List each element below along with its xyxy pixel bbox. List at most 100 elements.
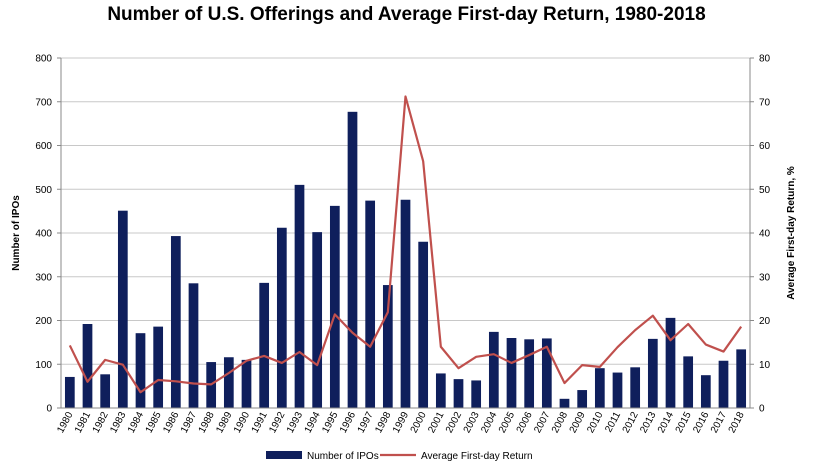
bar-2002 xyxy=(453,379,464,408)
right-tick-label: 50 xyxy=(759,185,771,196)
x-tick-label: 1992 xyxy=(267,410,287,435)
x-tick-label: 1999 xyxy=(391,410,411,435)
right-tick-label: 60 xyxy=(759,141,771,152)
x-tick-label: 2005 xyxy=(497,410,517,435)
right-axis-title: Average First-day Return, % xyxy=(786,166,797,300)
legend-line-label: Average First-day Return xyxy=(421,451,533,462)
bar-1986 xyxy=(170,236,181,408)
bar-2009 xyxy=(577,390,588,408)
left-tick-label: 600 xyxy=(35,141,52,152)
x-tick-label: 2009 xyxy=(568,410,588,435)
bar-2012 xyxy=(630,367,641,408)
bar-2006 xyxy=(524,339,535,408)
bar-2001 xyxy=(435,373,446,408)
bar-1980 xyxy=(64,376,75,408)
x-tick-label: 1995 xyxy=(320,410,340,435)
bar-1984 xyxy=(135,333,146,408)
x-tick-label: 2004 xyxy=(479,410,499,435)
bar-1982 xyxy=(100,374,111,408)
x-tick-label: 1985 xyxy=(144,410,164,435)
bar-1990 xyxy=(241,359,252,408)
bar-1999 xyxy=(400,199,411,408)
left-tick-label: 700 xyxy=(35,97,52,108)
x-tick-label: 2010 xyxy=(585,410,605,435)
right-tick-label: 0 xyxy=(759,404,765,415)
x-tick-label: 1989 xyxy=(214,410,234,435)
bar-2007 xyxy=(541,338,552,408)
x-tick-label: 2008 xyxy=(550,410,570,435)
bar-2010 xyxy=(594,368,605,408)
x-tick-label: 1983 xyxy=(108,410,128,435)
x-tick-label: 1990 xyxy=(232,410,252,435)
x-tick-label: 2018 xyxy=(727,410,747,435)
left-axis-title: Number of IPOs xyxy=(11,195,22,271)
left-tick-label: 300 xyxy=(35,272,52,283)
left-axis-ticks: 0 100 200 300 400 500 600 700 800 xyxy=(35,54,61,415)
left-tick-label: 0 xyxy=(46,404,52,415)
bar-1983 xyxy=(117,210,128,408)
right-tick-label: 10 xyxy=(759,360,771,371)
bar-1991 xyxy=(259,282,270,408)
bar-1994 xyxy=(312,232,323,408)
legend: Number of IPOs Average First-day Return xyxy=(266,451,533,462)
x-tick-label: 1997 xyxy=(356,410,376,435)
bar-2005 xyxy=(506,338,517,408)
bar-1985 xyxy=(153,326,164,408)
x-tick-label: 1988 xyxy=(197,410,217,435)
bar-1997 xyxy=(365,200,376,408)
bar-2016 xyxy=(700,375,711,408)
x-tick-label: 1998 xyxy=(373,410,393,435)
right-tick-label: 30 xyxy=(759,272,771,283)
x-tick-label: 2006 xyxy=(515,410,535,435)
x-tick-label: 1982 xyxy=(91,410,111,435)
legend-bar-label: Number of IPOs xyxy=(307,451,379,462)
bar-1998 xyxy=(382,285,393,408)
x-tick-label: 1984 xyxy=(126,410,146,435)
bar-1993 xyxy=(294,184,305,408)
bar-1981 xyxy=(82,324,93,408)
left-tick-label: 500 xyxy=(35,185,52,196)
bar-2003 xyxy=(471,380,482,408)
x-tick-label: 2002 xyxy=(444,410,464,435)
right-tick-label: 80 xyxy=(759,54,771,65)
x-tick-label: 2016 xyxy=(691,410,711,435)
bar-2014 xyxy=(665,317,676,408)
bar-2004 xyxy=(488,331,499,408)
bar-1995 xyxy=(329,205,340,408)
left-tick-label: 400 xyxy=(35,229,52,240)
bar-2008 xyxy=(559,398,570,408)
x-tick-label: 2013 xyxy=(638,410,658,435)
left-tick-label: 100 xyxy=(35,360,52,371)
x-tick-label: 1996 xyxy=(338,410,358,435)
x-tick-label: 1991 xyxy=(250,410,270,435)
x-tick-label: 1987 xyxy=(179,410,199,435)
bar-1996 xyxy=(347,111,358,408)
right-tick-label: 70 xyxy=(759,97,771,108)
x-tick-label: 1994 xyxy=(303,410,323,435)
x-tick-label: 1993 xyxy=(285,410,305,435)
bar-2015 xyxy=(683,356,694,408)
x-axis-ticks: 1980198119821983198419851986198719881989… xyxy=(55,410,747,435)
right-tick-label: 40 xyxy=(759,229,771,240)
bar-2017 xyxy=(718,360,729,408)
x-tick-label: 2014 xyxy=(656,410,676,435)
line-series xyxy=(68,95,743,394)
chart-title: Number of U.S. Offerings and Average Fir… xyxy=(107,4,706,25)
bar-2011 xyxy=(612,372,623,408)
x-tick-label: 2000 xyxy=(409,410,429,435)
x-tick-label: 1981 xyxy=(73,410,93,435)
bar-1992 xyxy=(276,227,287,408)
bar-1989 xyxy=(223,357,234,408)
x-tick-label: 2017 xyxy=(709,410,729,435)
bar-2013 xyxy=(647,338,658,408)
x-tick-label: 1980 xyxy=(55,410,75,435)
left-tick-label: 200 xyxy=(35,316,52,327)
bar-1987 xyxy=(188,283,199,408)
legend-bar-swatch xyxy=(266,451,302,459)
x-tick-label: 2007 xyxy=(532,410,552,435)
x-tick-label: 2001 xyxy=(426,410,446,435)
x-tick-label: 2015 xyxy=(674,410,694,435)
right-tick-label: 20 xyxy=(759,316,771,327)
bar-series xyxy=(64,111,747,408)
